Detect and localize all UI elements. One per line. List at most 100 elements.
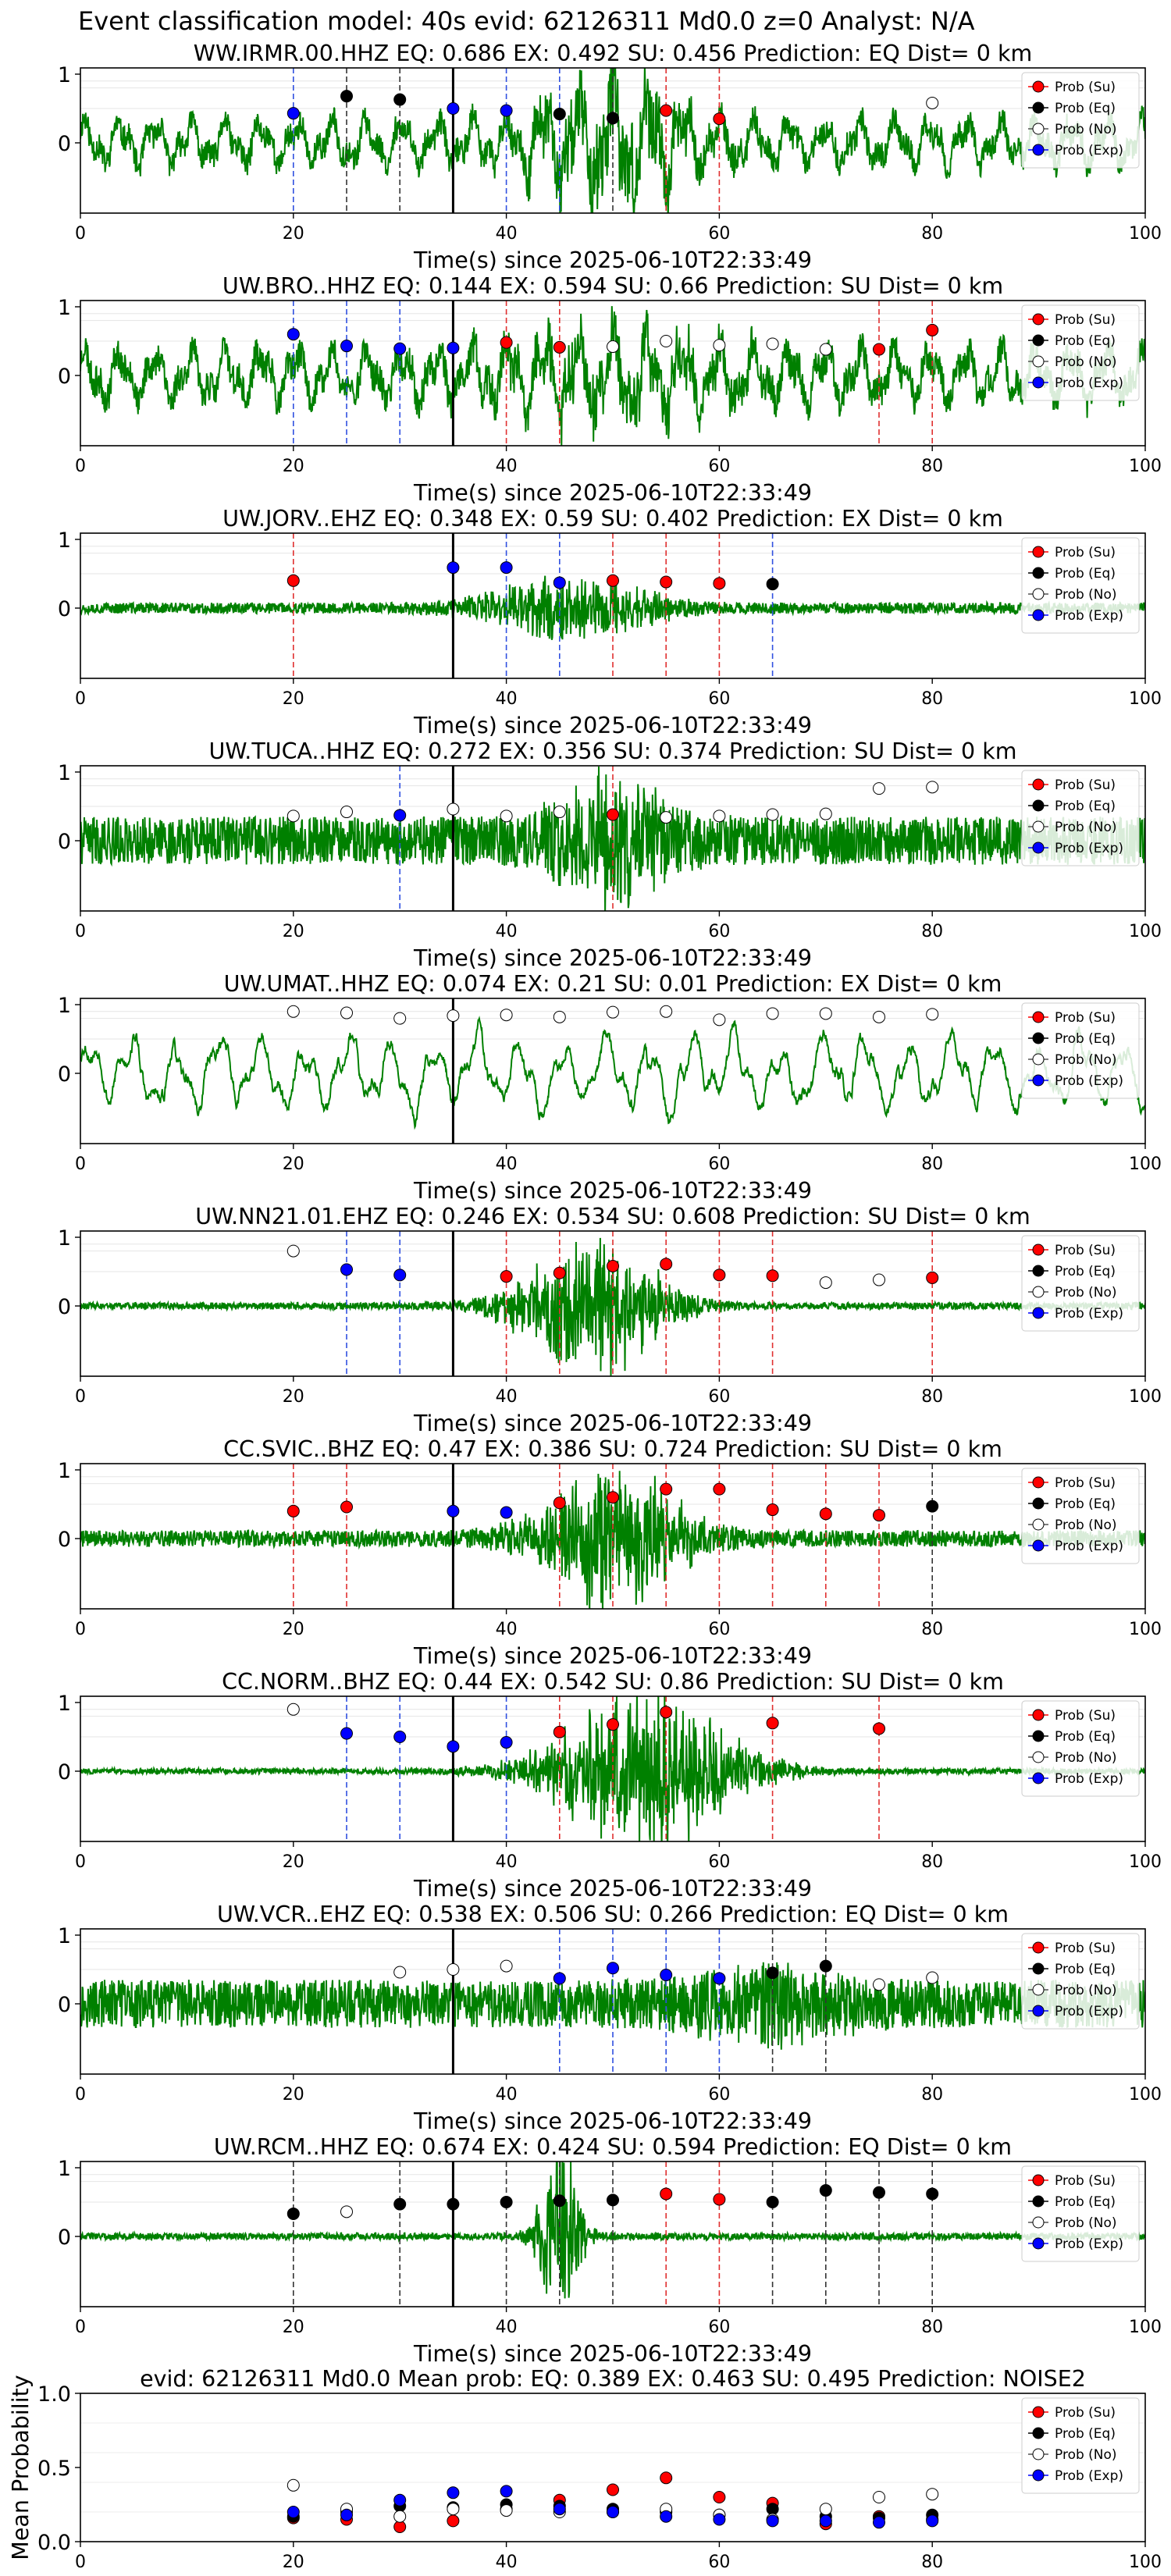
legend-marker-exp xyxy=(1032,1772,1045,1784)
prob-point-exp xyxy=(447,341,460,354)
prob-point-no xyxy=(766,337,779,350)
axes-frame xyxy=(80,300,1146,447)
panel-title: WW.IRMR.00.HHZ EQ: 0.686 EX: 0.492 SU: 0… xyxy=(194,41,1032,66)
x-tick-label: 80 xyxy=(921,1387,943,1407)
x-tick-label: 60 xyxy=(708,922,730,941)
figure-title: Event classification model: 40s evid: 62… xyxy=(78,6,975,36)
prob-point-no xyxy=(713,1013,726,1026)
y-tick-label: 1 xyxy=(58,2157,71,2181)
x-axis-label: Time(s) since 2025-06-10T22:33:49 xyxy=(413,1876,812,1902)
prob-point-no xyxy=(447,1963,460,1976)
legend-marker-su xyxy=(1032,1244,1045,1256)
legend-label-exp: Prob (Exp) xyxy=(1055,2004,1123,2019)
waveform-trace xyxy=(80,306,1145,446)
x-tick-label: 0 xyxy=(75,1852,86,1872)
x-tick-label: 60 xyxy=(708,1387,730,1407)
legend-marker-su xyxy=(1032,1011,1045,1023)
prob-point-su xyxy=(553,340,566,354)
prob-point-su xyxy=(766,1503,779,1517)
legend-label-exp: Prob (Exp) xyxy=(1055,2468,1123,2484)
x-tick-label: 0 xyxy=(75,2085,86,2105)
panel-title: UW.UMAT..HHZ EQ: 0.074 EX: 0.21 SU: 0.01… xyxy=(224,971,1002,997)
waveform-trace xyxy=(80,68,1145,213)
prob-point-no xyxy=(819,1007,832,1020)
x-tick-label: 60 xyxy=(708,2085,730,2105)
legend-marker-eq xyxy=(1032,101,1045,114)
legend-label-su: Prob (Su) xyxy=(1055,80,1116,95)
mean-point-exp xyxy=(926,2514,939,2528)
legend-marker-exp xyxy=(1032,1539,1045,1552)
x-axis-label: Time(s) since 2025-06-10T22:33:49 xyxy=(413,1643,812,1669)
y-tick-label: 0 xyxy=(58,1295,71,1319)
x-tick-label: 40 xyxy=(496,1620,518,1639)
y-tick-label: 0 xyxy=(58,1760,71,1784)
legend-box xyxy=(1021,304,1140,401)
x-tick-label: 80 xyxy=(921,1620,943,1639)
legend-marker-exp xyxy=(1032,841,1045,854)
legend-label-no: Prob (No) xyxy=(1055,1983,1117,1998)
legend-marker-su xyxy=(1032,778,1045,791)
y-tick-label: 0 xyxy=(58,365,71,389)
panel-station-9: UW.VCR..EHZ EQ: 0.538 EX: 0.506 SU: 0.26… xyxy=(58,1902,1162,2134)
panel-title: evid: 62126311 Md0.0 Mean prob: EQ: 0.38… xyxy=(140,2366,1086,2392)
mean-point-su xyxy=(393,2521,407,2533)
mean-point-no xyxy=(873,2491,885,2503)
waveform-trace xyxy=(80,1696,1145,1841)
axes-frame xyxy=(80,1230,1146,1377)
legend-label-exp: Prob (Exp) xyxy=(1055,1771,1123,1787)
prob-point-su xyxy=(819,1507,832,1521)
x-tick-label: 60 xyxy=(708,224,730,244)
mean-point-su xyxy=(713,2491,726,2503)
legend-label-su: Prob (Su) xyxy=(1055,1243,1116,1258)
legend-label-no: Prob (No) xyxy=(1055,1285,1117,1300)
x-tick-label: 0 xyxy=(75,224,86,244)
panel-title: UW.VCR..EHZ EQ: 0.538 EX: 0.506 SU: 0.26… xyxy=(217,1902,1009,1927)
prob-point-no xyxy=(607,340,619,354)
y-tick-label: 1 xyxy=(58,1692,71,1716)
y-tick-label: 0 xyxy=(58,2226,71,2250)
prob-point-exp xyxy=(500,1506,513,1519)
x-tick-label: 0 xyxy=(75,689,86,709)
legend-box xyxy=(1021,2397,1140,2494)
y-tick-label: 1 xyxy=(58,994,71,1018)
x-axis-label: Time(s) since 2025-06-10T22:33:49 xyxy=(413,945,812,971)
x-axis-label: Time(s) since 2025-06-10T22:33:49 xyxy=(413,247,812,273)
prob-point-su xyxy=(607,1718,619,1731)
x-tick-label: 100 xyxy=(1129,1387,1162,1407)
legend-label-exp: Prob (Exp) xyxy=(1055,1073,1123,1089)
x-tick-label: 80 xyxy=(921,2553,943,2572)
x-tick-label: 100 xyxy=(1129,2085,1162,2105)
prob-point-eq xyxy=(926,2187,939,2201)
prob-point-su xyxy=(926,1271,939,1284)
waveform-trace xyxy=(80,766,1145,911)
panel-station-4: UW.TUCA..HHZ EQ: 0.272 EX: 0.356 SU: 0.3… xyxy=(58,738,1162,971)
prob-point-no xyxy=(819,1276,832,1290)
prob-point-no xyxy=(766,808,779,821)
prob-point-su xyxy=(607,1491,619,1504)
legend-label-eq: Prob (Eq) xyxy=(1055,101,1116,116)
x-axis-label: Time(s) since 2025-06-10T22:33:49 xyxy=(413,713,812,738)
prob-point-no xyxy=(287,1703,300,1716)
legend-box xyxy=(1021,1468,1140,1564)
prob-point-no xyxy=(287,1244,300,1258)
mean-point-exp xyxy=(340,2508,353,2521)
legend-marker-eq xyxy=(1032,2195,1045,2208)
legend-marker-exp xyxy=(1032,376,1045,389)
legend-marker-su xyxy=(1032,2174,1045,2186)
x-tick-label: 40 xyxy=(496,457,518,476)
x-tick-label: 100 xyxy=(1129,224,1162,244)
prob-point-eq xyxy=(819,2184,832,2197)
legend-label-su: Prob (Su) xyxy=(1055,2173,1116,2189)
panel-title: CC.NORM..BHZ EQ: 0.44 EX: 0.542 SU: 0.86… xyxy=(222,1669,1004,1695)
prob-point-eq xyxy=(287,2207,300,2220)
x-tick-label: 20 xyxy=(283,2553,304,2572)
legend-marker-exp xyxy=(1032,2469,1045,2482)
axes-frame xyxy=(80,2161,1146,2307)
prob-point-su xyxy=(873,1722,885,1735)
x-tick-label: 0 xyxy=(75,1387,86,1407)
prob-point-su xyxy=(926,323,939,336)
x-tick-label: 20 xyxy=(283,922,304,941)
x-tick-label: 100 xyxy=(1129,1852,1162,1872)
legend-label-eq: Prob (Eq) xyxy=(1055,1264,1116,1279)
x-tick-label: 80 xyxy=(921,457,943,476)
